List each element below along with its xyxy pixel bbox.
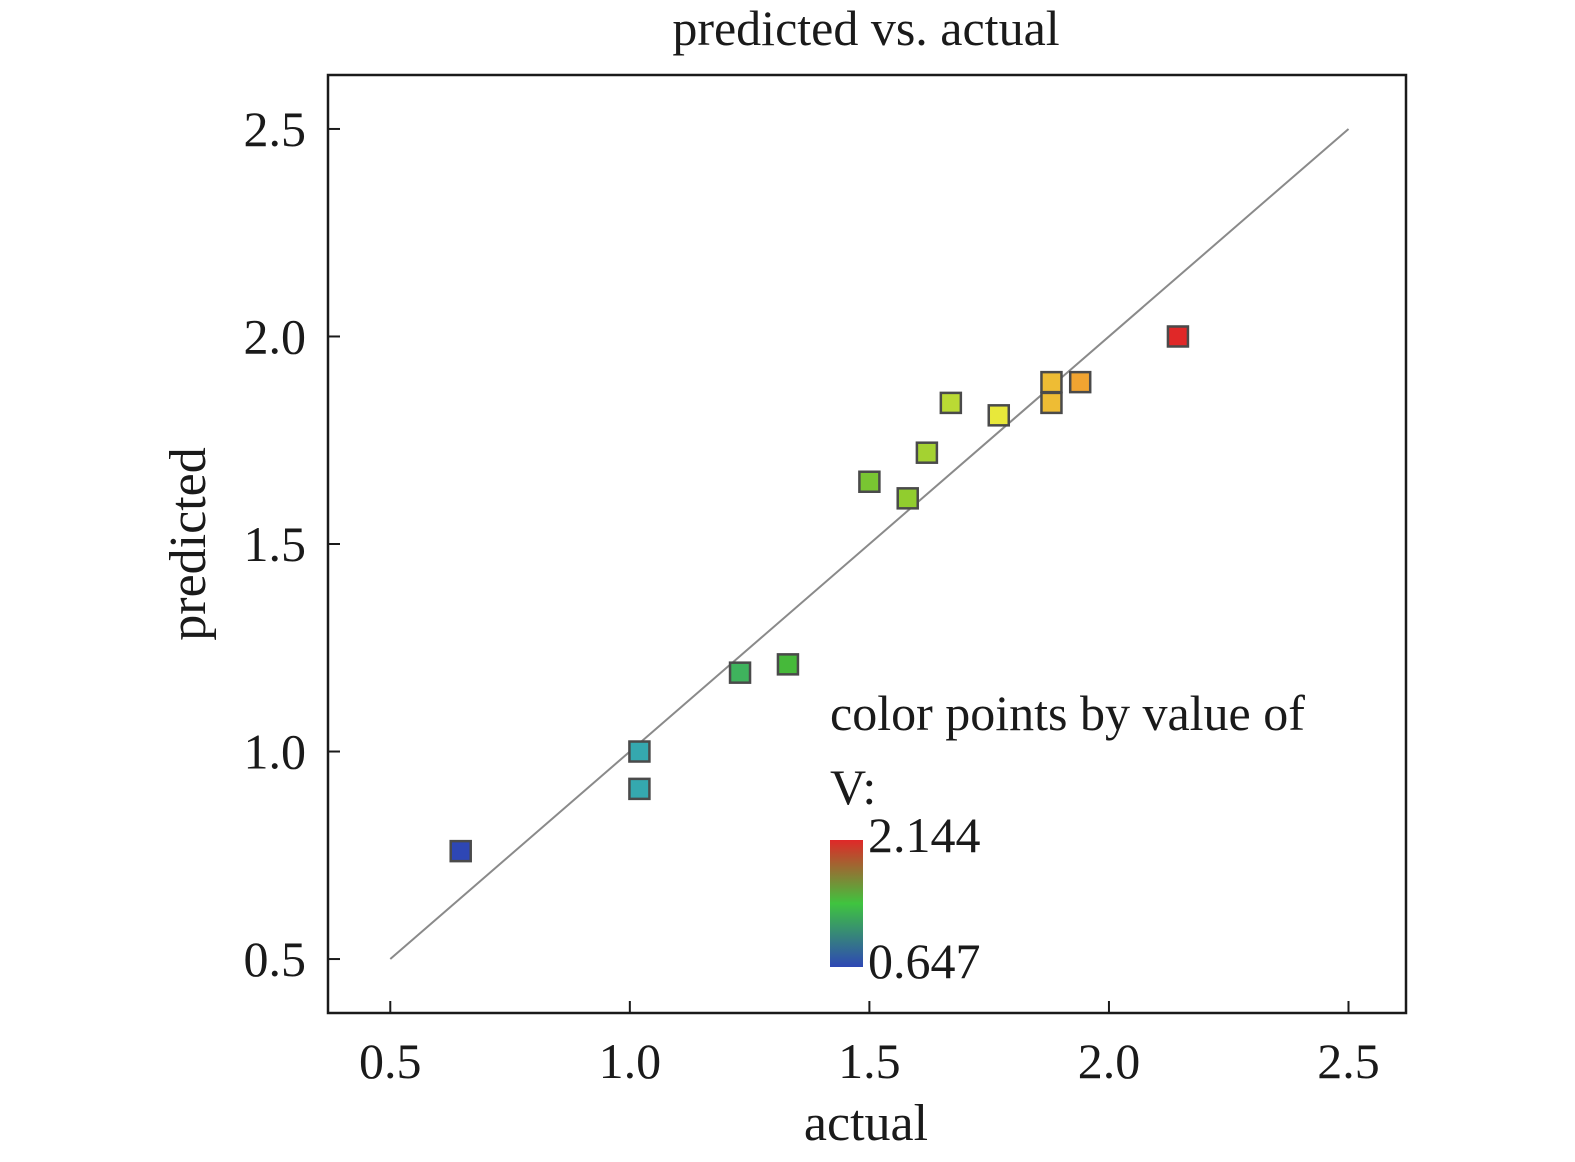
scatter-point	[728, 661, 752, 684]
scatter-point	[1166, 325, 1190, 348]
scatter-point	[776, 653, 800, 676]
colorbar-max-label: 2.144	[868, 807, 981, 863]
scatter-point	[896, 487, 919, 510]
colorbar-min-label: 0.647	[868, 933, 981, 989]
x-tick-label: 0.5	[359, 1033, 422, 1089]
scatter-point	[449, 839, 472, 863]
colorbar-legend: color points by value of V: 2.144 0.647	[830, 685, 1305, 989]
chart-title: predicted vs. actual	[672, 0, 1059, 56]
y-tick-label: 1.0	[244, 724, 307, 780]
y-tick-label: 0.5	[244, 931, 307, 987]
scatter-point	[915, 441, 939, 464]
x-tick-label: 2.5	[1317, 1033, 1380, 1089]
y-tick-label: 2.0	[244, 308, 307, 364]
scatter-point	[628, 777, 651, 801]
scatter-point	[939, 391, 963, 415]
y-axis-label: predicted	[160, 447, 217, 640]
scatter-point	[1040, 370, 1063, 394]
x-tick-label: 1.5	[838, 1033, 901, 1089]
colorbar	[830, 840, 863, 967]
reference-line	[389, 128, 1350, 960]
scatter-point	[628, 740, 651, 763]
y-tick-label: 2.5	[244, 101, 307, 157]
scatter-point	[858, 470, 881, 493]
x-tick-label: 1.0	[599, 1033, 662, 1089]
scatter-point	[1040, 391, 1063, 415]
scatter-point	[1068, 370, 1092, 394]
colorbar-title-line1: color points by value of	[830, 685, 1305, 741]
colorbar-title-line2: V:	[830, 759, 876, 815]
y-tick-label: 1.5	[244, 516, 307, 572]
x-tick-label: 2.0	[1078, 1033, 1141, 1089]
scatter-point	[987, 404, 1011, 427]
x-axis-label: actual	[804, 1095, 928, 1152]
